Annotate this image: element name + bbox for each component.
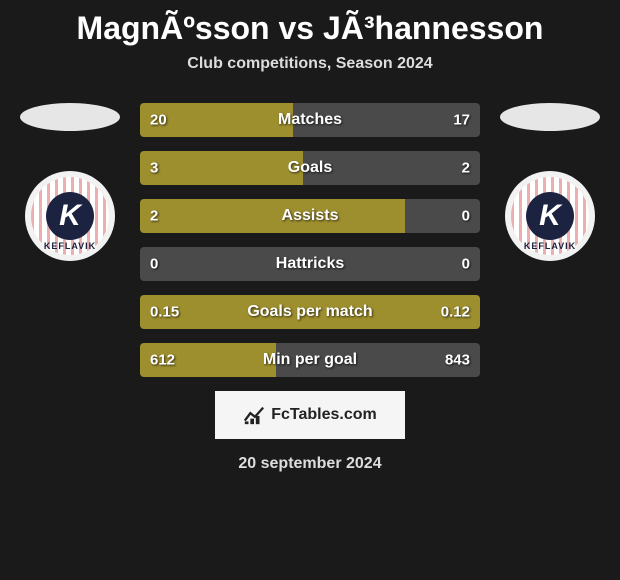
badge-letter-right: K (526, 192, 574, 240)
chart-icon (243, 404, 265, 426)
stat-value-left: 0 (150, 256, 158, 273)
stat-label: Assists (282, 207, 339, 225)
stat-value-right: 0 (462, 208, 470, 225)
stat-value-left: 20 (150, 112, 167, 129)
stat-label: Goals (288, 159, 332, 177)
stat-row: Goals per match 0.15 0.12 (140, 295, 480, 329)
bar-fill-left (140, 199, 405, 233)
stat-row: Matches 20 17 (140, 103, 480, 137)
team-badge-right: K KEFLAVIK (505, 171, 595, 261)
content-row: K KEFLAVIK Matches2017Goals32Assists20Ha… (0, 103, 620, 377)
comparison-widget: MagnÃºsson vs JÃ³hannesson Club competit… (0, 0, 620, 473)
stat-label: Hattricks (276, 255, 344, 273)
page-title: MagnÃºsson vs JÃ³hannesson (77, 10, 544, 47)
stat-value-right: 843 (445, 352, 470, 369)
page-subtitle: Club competitions, Season 2024 (187, 55, 432, 73)
stat-bars: Matches2017Goals32Assists20Hattricks00Go… (140, 103, 480, 377)
stat-label: Goals per match (247, 303, 372, 321)
stat-value-left: 2 (150, 208, 158, 225)
footer: FcTables.com 20 september 2024 (215, 391, 405, 473)
right-player-col: K KEFLAVIK (490, 103, 610, 261)
stat-value-left: 0.15 (150, 304, 179, 321)
player-photo-placeholder-right (500, 103, 600, 131)
stat-value-left: 3 (150, 160, 158, 177)
stat-row: Min per goal 612 843 (140, 343, 480, 377)
stat-label: Min per goal (263, 351, 357, 369)
player-photo-placeholder-left (20, 103, 120, 131)
stat-row: Hattricks 0 0 (140, 247, 480, 281)
stat-row: Goals 3 2 (140, 151, 480, 185)
badge-name-right: KEFLAVIK (511, 241, 589, 251)
stat-value-right: 17 (453, 112, 470, 129)
stat-label: Matches (278, 111, 342, 129)
site-logo[interactable]: FcTables.com (215, 391, 405, 439)
badge-letter-left: K (46, 192, 94, 240)
stat-value-left: 612 (150, 352, 175, 369)
team-badge-left: K KEFLAVIK (25, 171, 115, 261)
site-name: FcTables.com (271, 406, 377, 424)
badge-name-left: KEFLAVIK (31, 241, 109, 251)
stat-value-right: 0 (462, 256, 470, 273)
stat-value-right: 2 (462, 160, 470, 177)
bar-fill-left (140, 151, 303, 185)
stat-value-right: 0.12 (441, 304, 470, 321)
snapshot-date: 20 september 2024 (238, 455, 381, 473)
left-player-col: K KEFLAVIK (10, 103, 130, 261)
stat-row: Assists 2 0 (140, 199, 480, 233)
